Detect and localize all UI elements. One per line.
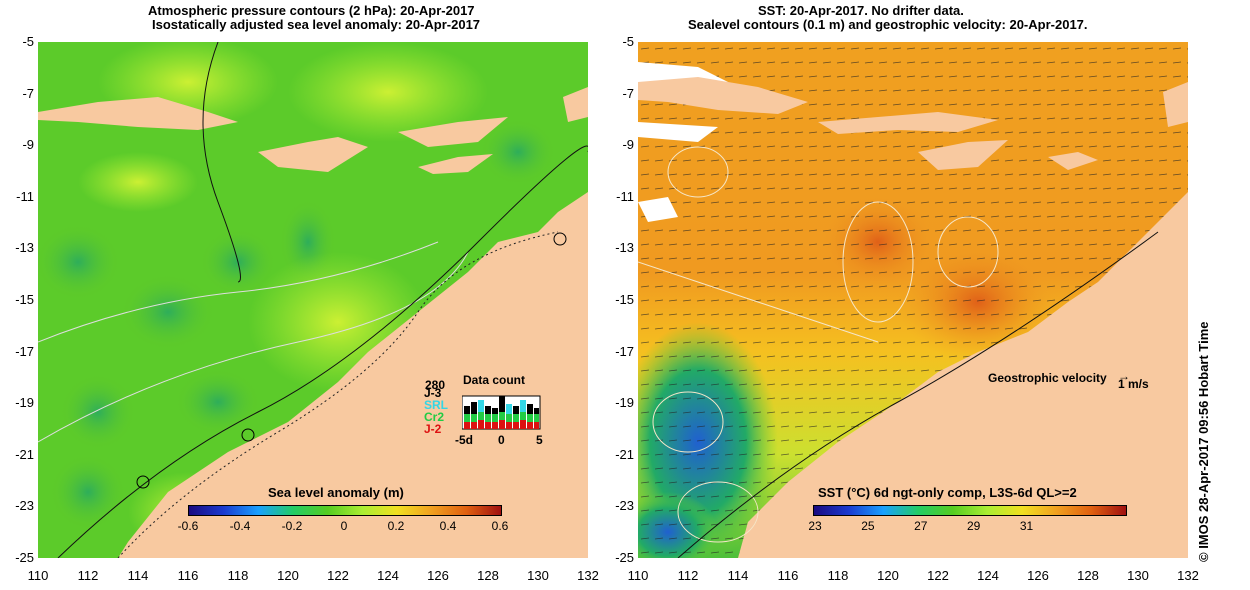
left-title-line2: Isostatically adjusted sea level anomaly… xyxy=(152,17,481,32)
data-count-title: Data count xyxy=(463,373,526,387)
sla-map-graphic xyxy=(38,42,588,558)
left-xtick: 120 xyxy=(277,568,299,583)
left-title-line1: Atmospheric pressure contours (2 hPa): 2… xyxy=(148,3,475,18)
sst-colorbar-tick: 25 xyxy=(861,519,875,533)
sea-level-anomaly-map xyxy=(38,42,588,558)
sst-colorbar-tick: 31 xyxy=(1019,519,1034,533)
left-xtick: 116 xyxy=(177,568,199,583)
left-ytick: -25 xyxy=(15,550,34,565)
left-ytick: -7 xyxy=(22,85,34,101)
sla-colorbar-tick: 0.2 xyxy=(387,519,405,533)
sst-map xyxy=(638,42,1188,558)
right-ytick: -19 xyxy=(615,395,634,411)
data-count-tick-minus5: -5d xyxy=(455,433,473,447)
data-count-bars xyxy=(462,395,541,430)
right-ytick: -23 xyxy=(615,498,634,514)
right-xtick: 116 xyxy=(777,568,799,583)
sla-colorbar xyxy=(188,505,502,516)
sla-colorbar-tick: 0 xyxy=(340,519,348,533)
left-xtick: 112 xyxy=(77,568,99,583)
left-xtick: 126 xyxy=(427,568,449,583)
left-xtick: 130 xyxy=(527,568,549,583)
left-ytick: -11 xyxy=(16,188,34,204)
data-count-bar-group xyxy=(464,396,539,429)
right-ytick: -7 xyxy=(622,85,634,101)
right-xtick: 122 xyxy=(927,568,949,583)
sst-colorbar xyxy=(813,505,1127,516)
right-xtick: 124 xyxy=(977,568,999,583)
series-label-srl: SRL xyxy=(424,398,448,412)
right-ytick: -15 xyxy=(615,292,634,307)
right-xtick: 130 xyxy=(1127,568,1149,583)
left-ytick: -5 xyxy=(22,34,34,49)
sla-colorbar-tick: 0.4 xyxy=(439,519,457,533)
sla-colorbar-label: Sea level anomaly (m) xyxy=(268,485,404,500)
left-ytick: -21 xyxy=(15,446,34,462)
left-ytick: -19 xyxy=(15,395,34,411)
left-xtick: 114 xyxy=(127,568,149,583)
sla-colorbar-tick: -0.2 xyxy=(281,519,303,533)
sla-colorbar-tick: -0.6 xyxy=(177,519,199,533)
velocity-legend-arrow-icon: → xyxy=(1118,369,1130,383)
data-count-max: 280 xyxy=(425,378,446,392)
left-xtick: 128 xyxy=(477,568,499,583)
sst-colorbar-label: SST (°C) 6d ngt-only comp, L3S-6d QL>=2 xyxy=(818,485,1077,500)
right-ytick: -9 xyxy=(622,137,634,153)
series-label-cr2: Cr2 xyxy=(424,410,445,424)
left-xtick: 118 xyxy=(227,568,249,583)
right-xtick: 128 xyxy=(1077,568,1099,583)
right-ytick: -21 xyxy=(615,446,634,462)
right-ytick: -13 xyxy=(615,240,634,256)
sla-colorbar-tick: -0.4 xyxy=(229,519,251,533)
velocity-legend-scale: 1 m/s xyxy=(1118,377,1149,391)
right-xtick: 132 xyxy=(1177,568,1199,583)
left-ytick: -17 xyxy=(15,343,34,359)
right-ytick: -5 xyxy=(622,34,634,49)
left-ytick: -23 xyxy=(15,498,34,514)
data-count-tick-5: 5 xyxy=(536,433,543,447)
right-xtick: 118 xyxy=(827,568,849,583)
right-ytick: -11 xyxy=(616,188,634,204)
velocity-legend-label: Geostrophic velocity xyxy=(988,371,1107,385)
left-xtick: 110 xyxy=(27,568,49,583)
sst-colorbar-tick: 27 xyxy=(914,519,928,533)
left-xtick: 132 xyxy=(577,568,599,583)
right-ytick: -25 xyxy=(615,550,634,565)
right-xtick: 112 xyxy=(677,568,699,583)
series-label-j3: J-3 xyxy=(424,386,442,400)
left-xtick: 122 xyxy=(327,568,349,583)
sst-map-graphic xyxy=(638,42,1188,558)
sla-colorbar-tick: 0.6 xyxy=(491,519,509,533)
left-ytick: -13 xyxy=(15,240,34,256)
sst-colorbar-tick: 29 xyxy=(966,519,981,533)
left-xtick: 124 xyxy=(377,568,399,583)
right-xtick: 120 xyxy=(877,568,899,583)
right-xtick: 114 xyxy=(727,568,749,583)
left-ytick: -9 xyxy=(22,137,34,153)
left-ytick: -15 xyxy=(15,292,34,307)
right-xtick: 126 xyxy=(1027,568,1049,583)
right-ytick: -17 xyxy=(615,343,634,359)
side-caption: © IMOS 28-Apr-2017 09:56 Hobart Time xyxy=(1196,321,1211,562)
right-xtick: 110 xyxy=(627,568,649,583)
series-label-j2: J-2 xyxy=(424,422,442,436)
sst-colorbar-tick: 23 xyxy=(808,519,822,533)
right-title-line2: Sealevel contours (0.1 m) and geostrophi… xyxy=(688,17,1088,32)
data-count-tick-0: 0 xyxy=(498,433,505,447)
right-title-line1: SST: 20-Apr-2017. No drifter data. xyxy=(758,3,964,18)
